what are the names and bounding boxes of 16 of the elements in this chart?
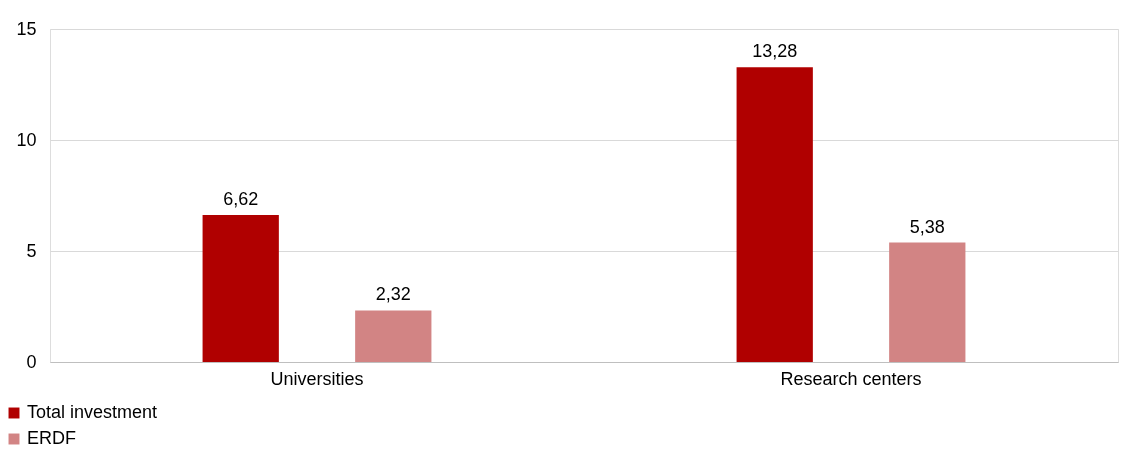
bar (355, 310, 432, 362)
x-tick-label: Universities (270, 368, 364, 389)
bar (889, 242, 966, 362)
legend-label: Total investment (27, 402, 158, 422)
bar (736, 67, 813, 362)
x-tick-label: Research centers (780, 368, 922, 389)
y-tick-label: 10 (16, 129, 37, 150)
data-label: 5,38 (909, 216, 945, 237)
data-label: 13,28 (752, 41, 798, 62)
y-tick-label: 5 (26, 240, 37, 261)
y-tick-label: 15 (16, 18, 37, 39)
data-label: 6,62 (223, 189, 259, 210)
legend-label: ERDF (27, 428, 76, 448)
y-tick-label: 0 (26, 351, 37, 372)
bar (202, 215, 279, 362)
data-label: 2,32 (375, 284, 411, 305)
